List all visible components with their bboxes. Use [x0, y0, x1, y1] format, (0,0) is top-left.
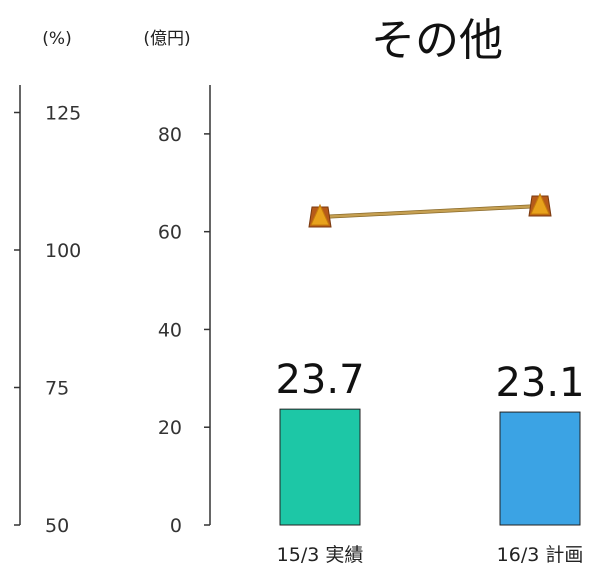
left-axis-tick-label: 75	[45, 378, 69, 400]
right-axis-tick-label: 20	[158, 417, 182, 439]
left-axis-tick-label: 125	[45, 103, 81, 125]
axes: 50 75 100 125 0 20 40 60 80	[14, 85, 211, 537]
bar	[499, 411, 581, 526]
left-axis-tick-label: 100	[45, 240, 81, 262]
right-axis-tick-label: 40	[158, 319, 182, 341]
category-label: 16/3 計画	[497, 544, 584, 566]
line-point	[528, 192, 552, 217]
line-point	[308, 203, 332, 228]
line-series	[308, 192, 552, 228]
chart-title: その他	[371, 15, 503, 66]
left-axis-tick-label: 50	[45, 515, 69, 537]
labels: 23.7 15/3 実績 23.1 16/3 計画	[275, 357, 584, 566]
line-marker-highlight	[530, 192, 550, 215]
bar-value-label: 23.7	[275, 357, 364, 403]
right-axis-tick-label: 80	[158, 124, 182, 146]
left-axis-unit: (%)	[42, 29, 71, 49]
bar	[279, 408, 361, 526]
line-path	[319, 204, 541, 219]
bar-value-label: 23.1	[495, 360, 584, 406]
category-label: 15/3 実績	[277, 544, 364, 566]
line-marker-highlight	[310, 203, 330, 226]
bars	[279, 408, 581, 526]
right-axis-unit: (億円)	[143, 29, 190, 49]
right-axis-tick-label: 0	[170, 515, 182, 537]
right-axis-tick-label: 60	[158, 222, 182, 244]
